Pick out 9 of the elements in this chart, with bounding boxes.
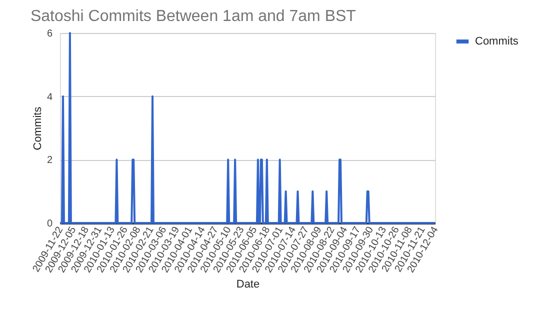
y-tick-label: 4 xyxy=(46,92,53,103)
y-tick-label: 2 xyxy=(46,155,53,166)
legend-label: Commits xyxy=(475,36,519,48)
y-tick-label: 6 xyxy=(46,28,53,40)
y-tick-label: 0 xyxy=(46,218,53,230)
x-axis-title: Date xyxy=(236,278,260,290)
line-series xyxy=(59,32,436,224)
chart-title: Satoshi Commits Between 1am and 7am BST xyxy=(30,8,356,25)
y-axis-title: Commits xyxy=(32,106,44,150)
